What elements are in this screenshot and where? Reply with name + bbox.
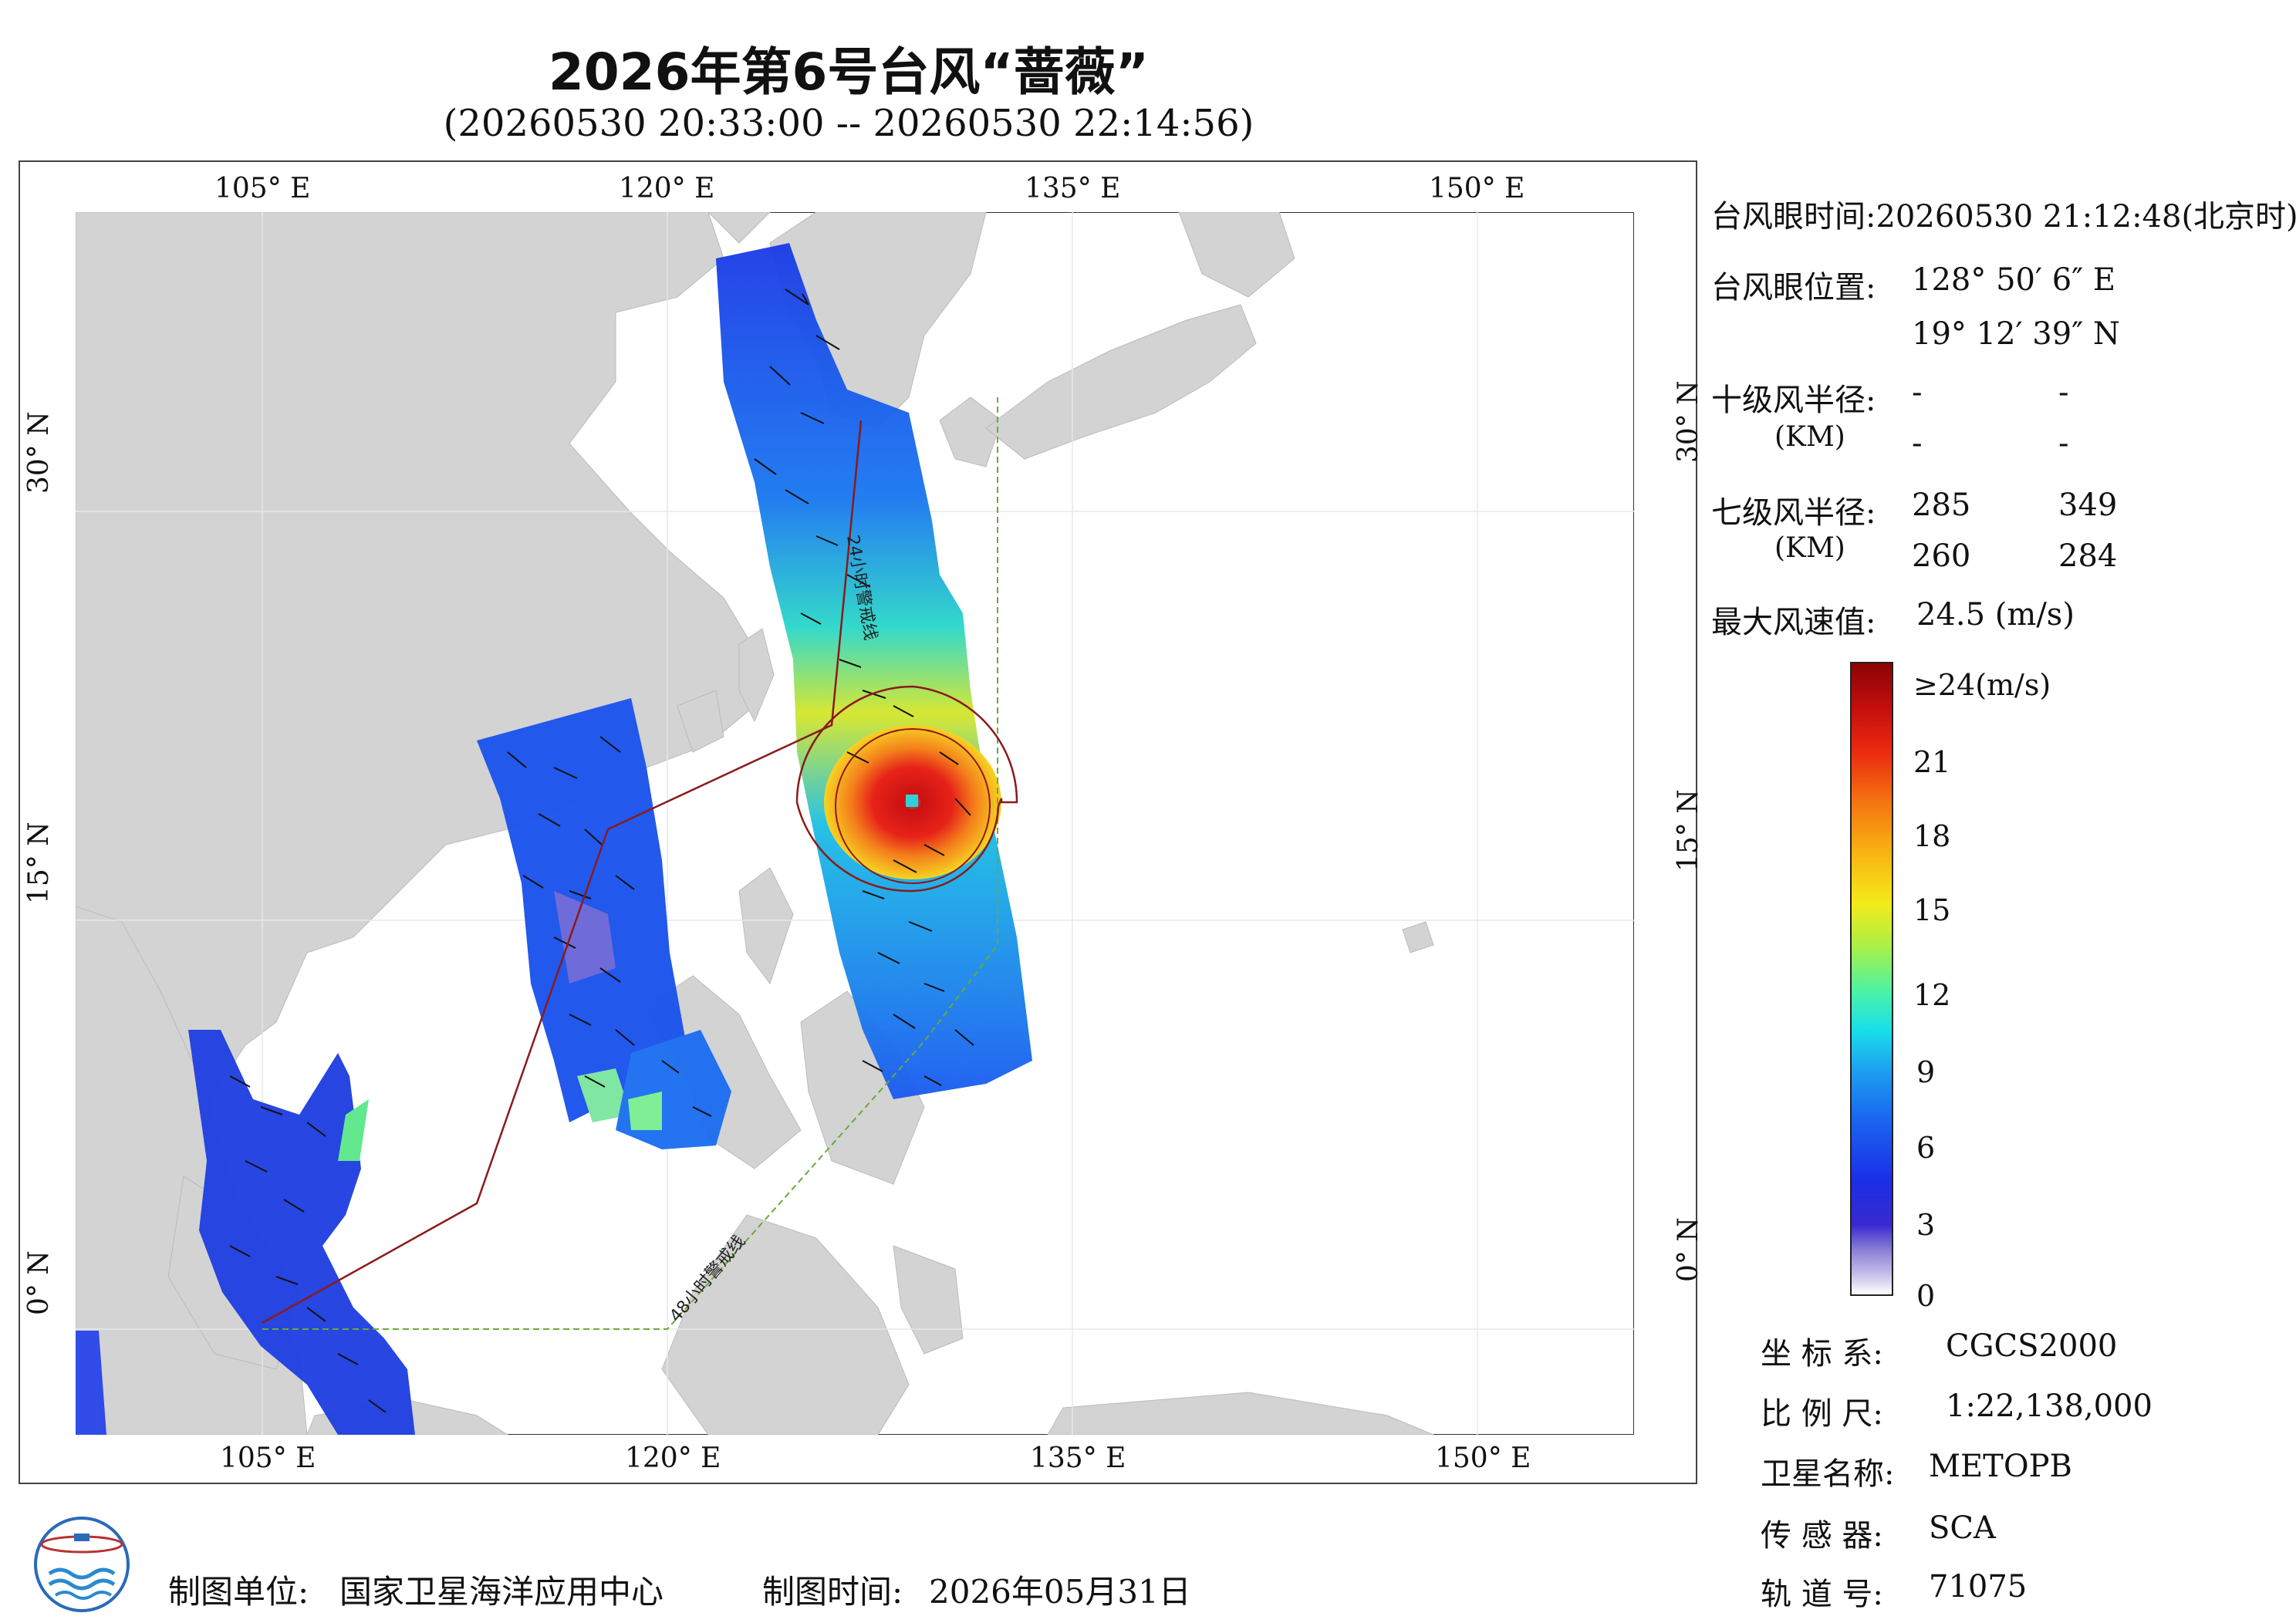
r10-value-se: - (2058, 375, 2069, 410)
colorbar-label-9: 9 (1916, 1055, 1936, 1089)
r10-unit: (KM) (1774, 421, 1845, 453)
eye-lon: 128° 50′ 6″ E (1912, 262, 2116, 298)
colorbar-label-12: 12 (1913, 978, 1951, 1012)
wind-speed-colorbar (1850, 662, 1893, 1296)
map-subtitle: (20260530 20:33:00 -- 20260530 22:14:56) (443, 102, 1254, 145)
colorbar-label-24: ≥24(m/s) (1913, 668, 2051, 702)
swath-east (716, 243, 1032, 1099)
r7-value-ne: 285 (1912, 488, 1971, 523)
lon-label-top-120: 120° E (619, 173, 715, 204)
coord-value: CGCS2000 (1946, 1328, 2118, 1364)
max-wind-value: 24.5 (m/s) (1916, 597, 2075, 633)
r10-value-nw: - (2058, 426, 2069, 461)
warning-line-24h (262, 420, 863, 1324)
wind-swaths (76, 243, 1032, 1435)
colorbar-label-6: 6 (1916, 1131, 1936, 1165)
lat-label-left-15: 15° N (23, 822, 55, 904)
lat-label-left-0: 0° N (23, 1250, 55, 1315)
lon-label-top-150: 150° E (1429, 173, 1525, 204)
r7-value-nw: 284 (2058, 538, 2118, 574)
r7-unit: (KM) (1774, 532, 1845, 564)
swath-southwest (188, 1030, 415, 1435)
wind-barbs (229, 288, 974, 1413)
satellite-value: METOPB (1929, 1449, 2072, 1484)
orbit-value: 71075 (1929, 1569, 2028, 1604)
lat-label-right-0: 0° N (1673, 1217, 1704, 1282)
production-time-value: 2026年05月31日 (929, 1573, 1191, 1611)
producer-label: 制图单位: (168, 1573, 309, 1611)
eye-time: 台风眼时间:20260530 21:12:48(北京时) (1711, 191, 2296, 236)
lon-label-bottom-135: 135° E (1030, 1442, 1126, 1474)
scale-label: 比 例 尺: (1761, 1396, 1883, 1432)
eye-lat: 19° 12′ 39″ N (1912, 316, 2120, 352)
map-frame (19, 160, 1697, 1484)
wind-radius-7-outline (795, 685, 1018, 892)
lon-label-bottom-150: 150° E (1435, 1442, 1531, 1474)
lon-label-bottom-105: 105° E (220, 1442, 316, 1474)
r10-label: 十级风半径: (1711, 383, 1876, 418)
scale-value: 1:22,138,000 (1946, 1388, 2152, 1424)
colorbar-label-3: 3 (1916, 1208, 1936, 1242)
r7-value-se: 349 (2058, 488, 2118, 523)
orbit-label: 轨 道 号: (1761, 1577, 1883, 1612)
eye-pos-label: 台风眼位置: (1711, 270, 1876, 305)
colorbar-label-18: 18 (1913, 819, 1951, 853)
lon-label-top-135: 135° E (1025, 173, 1121, 204)
colorbar-label-15: 15 (1913, 893, 1951, 927)
lat-label-right-30: 30° N (1673, 380, 1704, 463)
graticule (76, 212, 1634, 1435)
nsoas-logo-icon (34, 1517, 130, 1612)
sensor-value: SCA (1929, 1510, 1996, 1546)
lon-label-top-105: 105° E (214, 173, 311, 204)
lon-label-bottom-120: 120° E (625, 1442, 721, 1474)
production-time-label: 制图时间: (762, 1573, 903, 1611)
colorbar-label-0: 0 (1916, 1279, 1936, 1313)
r7-label: 七级风半径: (1711, 495, 1876, 531)
max-wind-label: 最大风速值: (1711, 605, 1876, 640)
eye-time-value: 20260530 21:12:48(北京时) (1876, 199, 2296, 235)
r10-value-sw: - (1912, 426, 1923, 461)
colorbar-label-21: 21 (1913, 745, 1951, 779)
lat-label-right-15: 15° N (1673, 789, 1704, 872)
r10-value-ne: - (1912, 375, 1923, 410)
lat-label-left-30: 30° N (23, 411, 55, 494)
r7-value-sw: 260 (1912, 538, 1971, 574)
typhoon-wind-map: 24小时警戒线 48小时警戒线 (76, 212, 1634, 1435)
producer-value: 国家卫星海洋应用中心 (339, 1573, 664, 1611)
sensor-label: 传 感 器: (1761, 1518, 1883, 1554)
satellite-label: 卫星名称: (1761, 1456, 1895, 1492)
map-title: 2026年第6号台风“蔷薇” (548, 42, 1150, 102)
warning-line-48h (262, 397, 998, 1330)
coord-label: 坐 标 系: (1761, 1336, 1883, 1372)
eye-time-label: 台风眼时间: (1711, 199, 1876, 235)
